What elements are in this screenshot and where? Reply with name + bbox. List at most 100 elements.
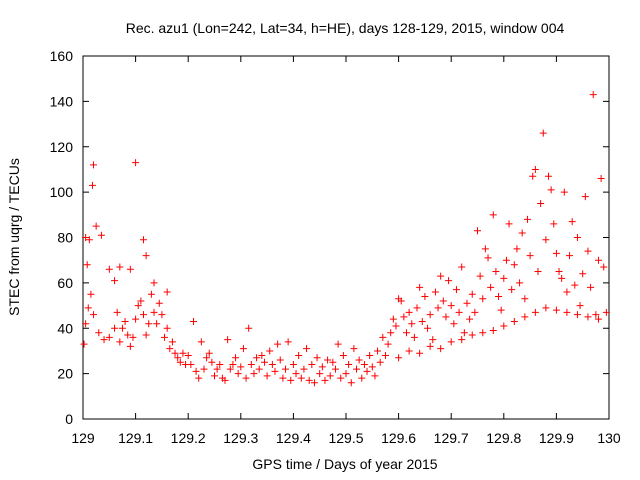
data-point <box>192 367 200 375</box>
data-point <box>600 263 608 271</box>
data-point <box>216 361 224 369</box>
data-point <box>397 297 405 305</box>
data-point <box>97 231 105 239</box>
data-point <box>334 340 342 348</box>
x-tick-label: 129.9 <box>539 430 574 446</box>
y-tick-label: 40 <box>57 320 73 336</box>
data-point <box>100 336 108 344</box>
data-points <box>80 91 610 387</box>
data-point <box>437 345 445 353</box>
x-tick-label: 129 <box>71 430 95 446</box>
data-point <box>171 349 179 357</box>
data-point <box>158 311 166 319</box>
data-point <box>308 361 316 369</box>
data-point <box>602 308 610 316</box>
x-tick-label: 129.8 <box>486 430 521 446</box>
data-point <box>163 288 171 296</box>
data-point <box>224 336 232 344</box>
x-tick-label: 129.6 <box>381 430 416 446</box>
x-axis-label: GPS time / Days of year 2015 <box>252 456 437 472</box>
data-point <box>153 320 161 328</box>
data-point <box>495 292 503 300</box>
data-point <box>468 331 476 339</box>
data-point <box>163 324 171 332</box>
data-point <box>542 236 550 244</box>
data-point <box>83 261 91 269</box>
data-point <box>274 340 282 348</box>
data-point <box>139 311 147 319</box>
data-point <box>129 333 137 341</box>
data-point <box>395 354 403 362</box>
data-point <box>134 302 142 310</box>
data-point <box>126 265 134 273</box>
data-point <box>479 329 487 337</box>
data-point <box>90 311 98 319</box>
data-point <box>431 288 439 296</box>
data-point <box>508 286 516 294</box>
data-point <box>339 351 347 359</box>
data-point <box>116 338 124 346</box>
data-point <box>221 376 229 384</box>
data-point <box>282 365 290 373</box>
data-point <box>184 351 192 359</box>
data-point <box>226 365 234 373</box>
data-point <box>266 347 274 355</box>
data-point <box>573 311 581 319</box>
x-tick-label: 129.2 <box>171 430 206 446</box>
data-point <box>439 297 447 305</box>
data-point <box>255 365 263 373</box>
data-point <box>195 374 203 382</box>
data-point <box>174 354 182 362</box>
data-point <box>300 365 308 373</box>
data-point <box>263 372 271 380</box>
data-point <box>155 299 163 307</box>
data-point <box>113 308 121 316</box>
data-point <box>92 222 100 230</box>
data-point <box>592 311 600 319</box>
data-point <box>197 338 205 346</box>
data-point <box>497 306 505 314</box>
data-point <box>387 329 395 337</box>
data-point <box>260 358 268 366</box>
data-point <box>589 91 597 99</box>
data-point <box>229 361 237 369</box>
data-point <box>203 354 211 362</box>
data-point <box>416 349 424 357</box>
data-point <box>479 295 487 303</box>
data-point <box>232 354 240 362</box>
data-point <box>150 308 158 316</box>
data-point <box>587 283 595 291</box>
x-tick-label: 129.4 <box>276 430 311 446</box>
data-point <box>526 252 534 260</box>
data-point <box>116 263 124 271</box>
data-point <box>318 363 326 371</box>
data-point <box>381 351 389 359</box>
data-point <box>500 274 508 282</box>
data-point <box>289 361 297 369</box>
data-point <box>145 320 153 328</box>
data-point <box>576 302 584 310</box>
data-point <box>105 265 113 273</box>
data-point <box>355 356 363 364</box>
data-point <box>276 356 284 364</box>
data-point <box>87 290 95 298</box>
chart-title: Rec. azu1 (Lon=242, Lat=34, h=HE), days … <box>126 20 565 36</box>
data-point <box>471 308 479 316</box>
data-point <box>510 261 518 269</box>
data-point <box>200 365 208 373</box>
data-point <box>179 349 187 357</box>
data-point <box>389 315 397 323</box>
data-point <box>303 345 311 353</box>
data-point <box>447 338 455 346</box>
data-point <box>161 333 169 341</box>
data-point <box>342 370 350 378</box>
y-axis-label: STEC from uqrg / TECUs <box>6 158 22 316</box>
x-axis-ticks: 129 129.1 129.2 129.3 129.4 129.5 129.6 129.7 12… <box>71 56 621 446</box>
data-point <box>400 313 408 321</box>
data-point <box>250 370 258 378</box>
data-point <box>337 374 345 382</box>
data-point <box>371 372 379 380</box>
data-point <box>234 370 242 378</box>
data-point <box>368 363 376 371</box>
data-point <box>594 256 602 264</box>
